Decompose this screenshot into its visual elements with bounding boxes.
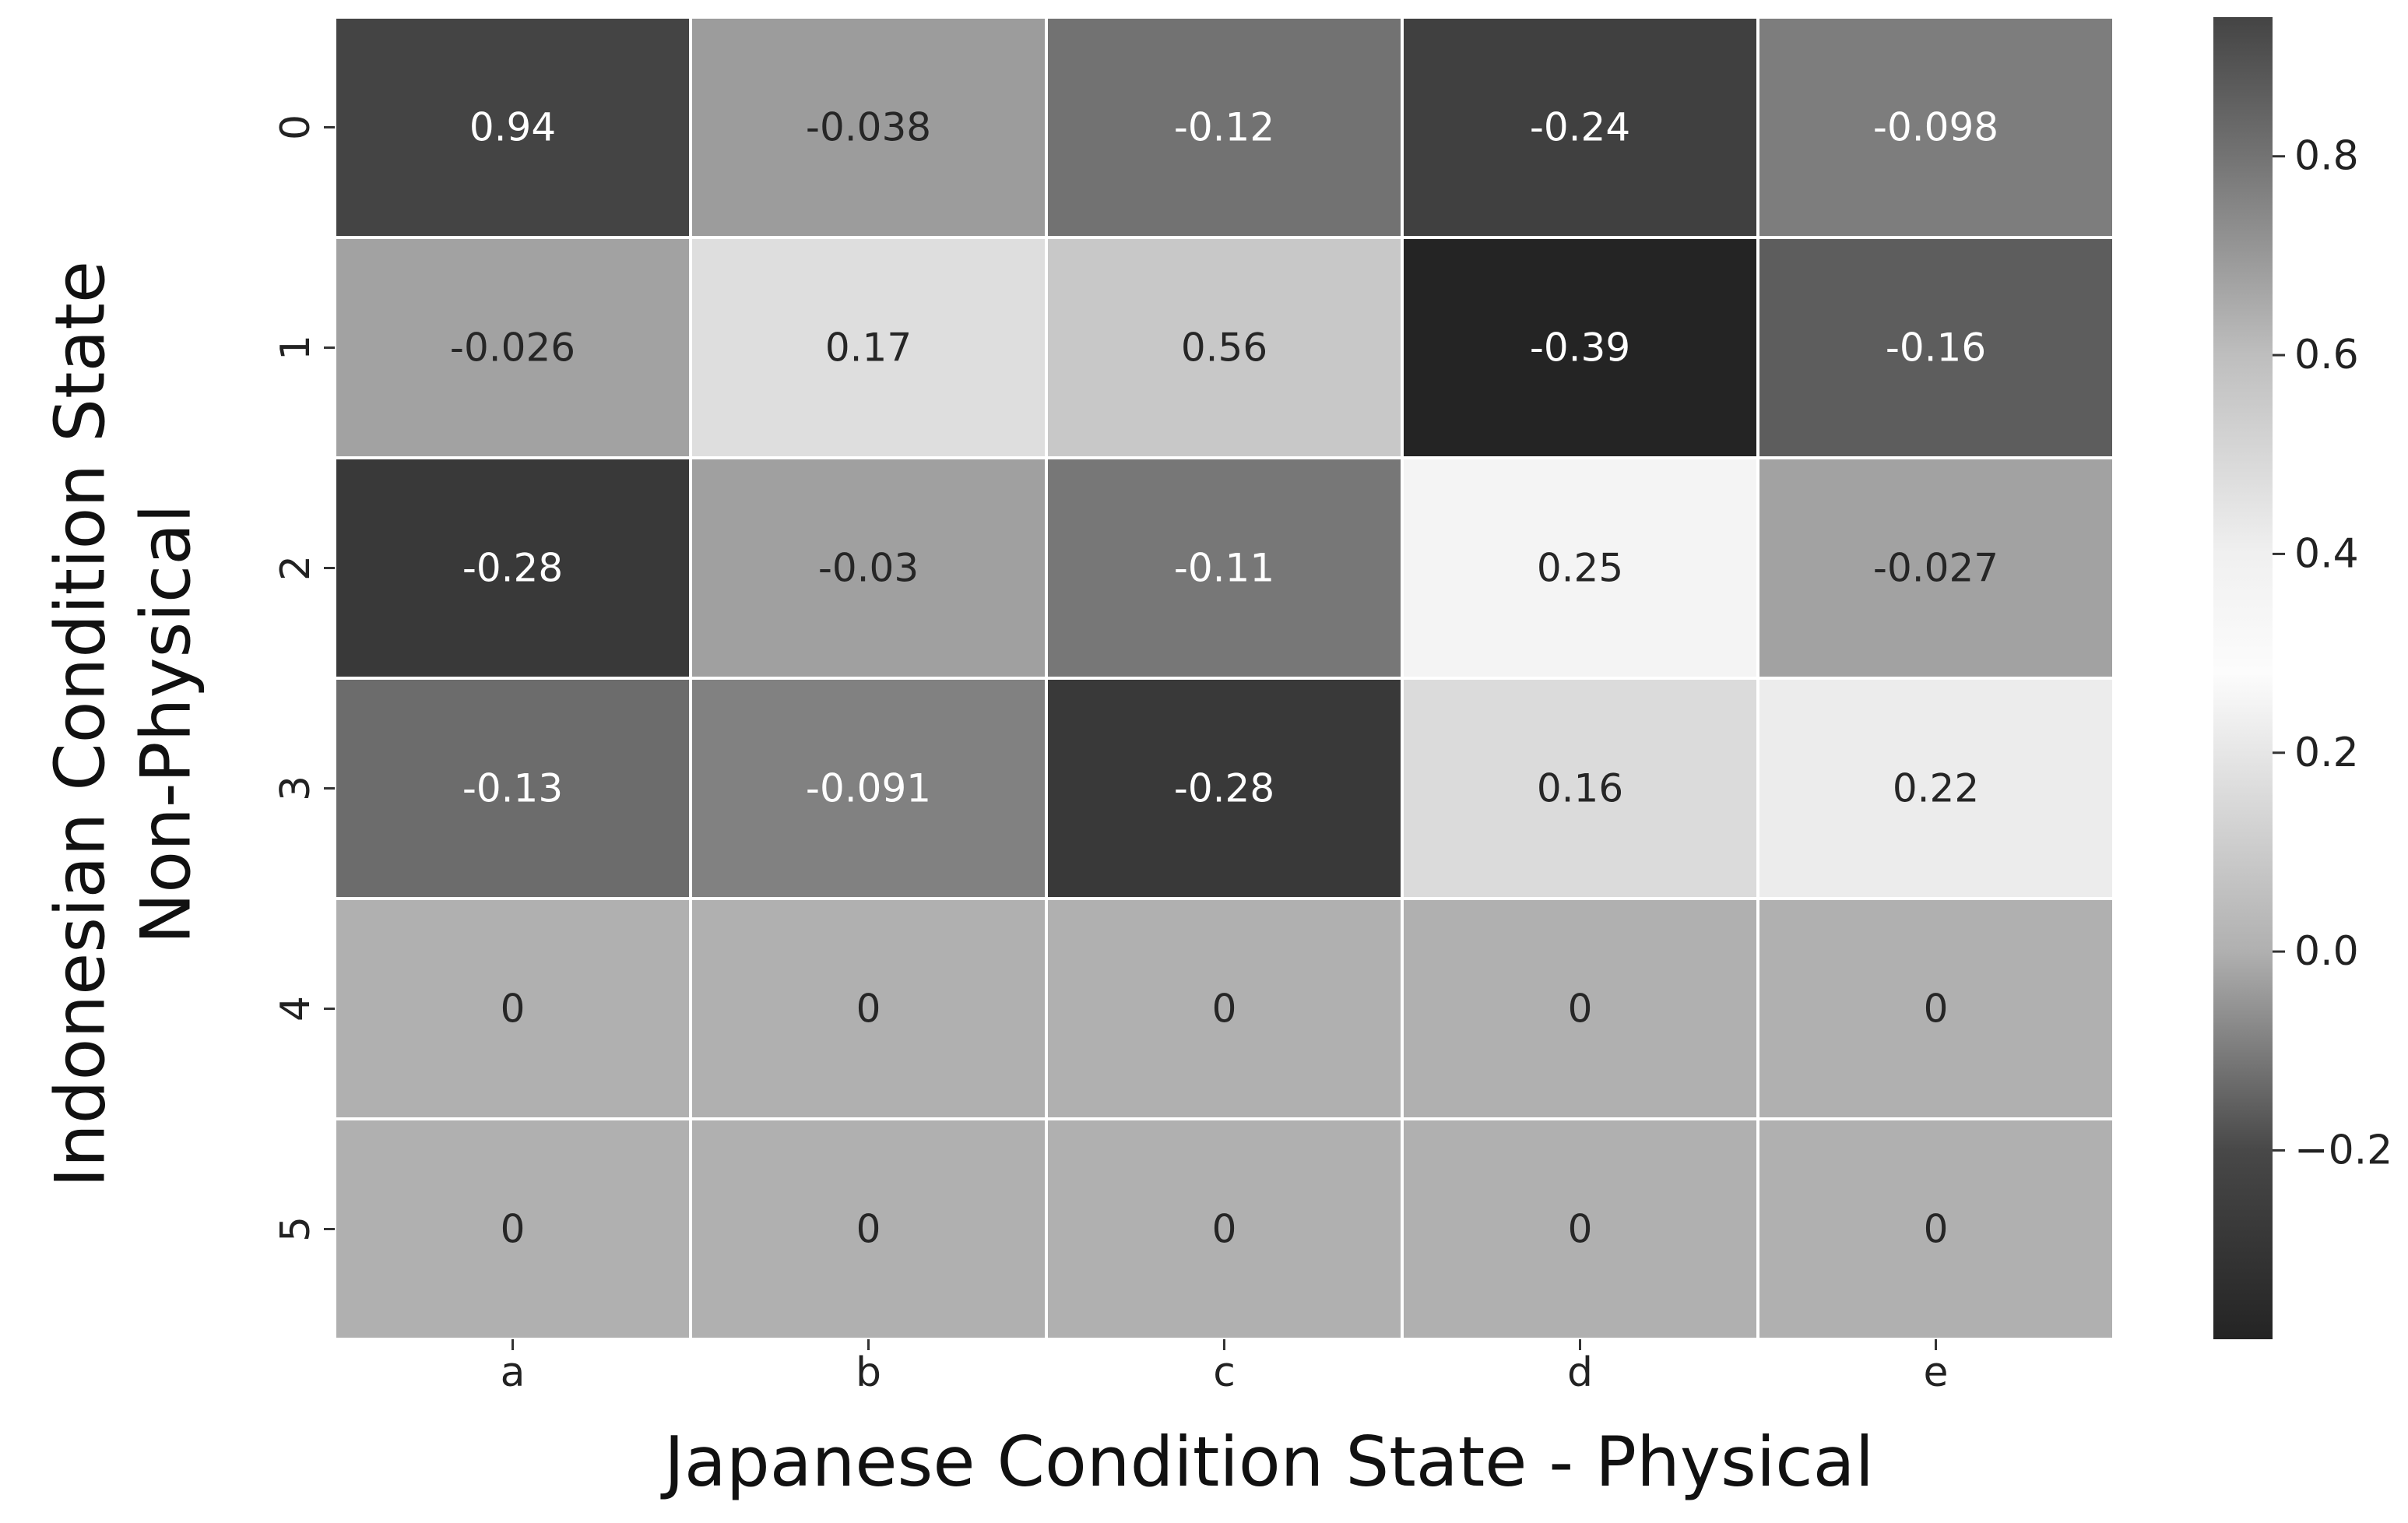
y-tick-label: 2 xyxy=(272,555,319,581)
x-tick-label: c xyxy=(1213,1349,1236,1396)
cell-value-label: 0 xyxy=(1924,987,1949,1032)
cell-value-label: 0.25 xyxy=(1537,546,1623,591)
cell-value-label: 0 xyxy=(1212,1207,1237,1252)
cell-value-label: -0.038 xyxy=(806,105,931,150)
cell-value-label: -0.13 xyxy=(462,766,563,811)
cell-value-label: -0.39 xyxy=(1530,325,1630,371)
cell-value-label: -0.24 xyxy=(1530,105,1630,150)
heatmap-cell xyxy=(1401,16,1759,239)
x-tick-label: d xyxy=(1567,1349,1593,1396)
y-tick-label: 3 xyxy=(272,776,319,801)
x-tick-label: b xyxy=(856,1349,881,1396)
cell-value-label: -0.098 xyxy=(1873,105,1998,150)
heatmap-cell xyxy=(1045,16,1404,239)
cell-value-label: 0 xyxy=(501,987,526,1032)
y-tick-label: 1 xyxy=(272,335,319,361)
heatmap-cell xyxy=(1045,677,1404,900)
heatmap-cell xyxy=(1401,677,1759,900)
y-axis-title-line-2: Non-Physical xyxy=(126,504,206,944)
x-axis-title: Japanese Condition State - Physical xyxy=(660,1422,1874,1502)
x-tick-labels: a b c d e xyxy=(501,1339,1949,1396)
heatmap-cell xyxy=(1756,456,2115,680)
y-tick-label: 4 xyxy=(272,996,319,1022)
cell-value-label: 0.94 xyxy=(469,105,556,150)
heatmap-cell xyxy=(1756,236,2115,459)
cell-value-label: 0.16 xyxy=(1537,766,1623,811)
cell-value-label: -0.091 xyxy=(806,766,931,811)
cell-value-label: -0.28 xyxy=(462,546,563,591)
cell-value-label: -0.027 xyxy=(1873,546,1998,591)
heatmap-cell xyxy=(333,16,692,239)
cell-value-label: 0.17 xyxy=(825,325,912,371)
heatmap-cell xyxy=(689,677,1048,900)
y-tick-label: 5 xyxy=(272,1216,319,1242)
heatmap-cell xyxy=(333,897,692,1120)
heatmap-cell xyxy=(689,16,1048,239)
colorbar-tick-label: −0.2 xyxy=(2294,1127,2392,1173)
heatmap-cell xyxy=(1756,677,2115,900)
colorbar-tick-label: 0.0 xyxy=(2294,928,2359,975)
colorbar-tick-label: 0.8 xyxy=(2294,133,2359,180)
y-axis-title-line-1: Indonesian Condition State xyxy=(40,261,121,1187)
cell-value-label: 0.22 xyxy=(1893,766,1979,811)
colorbar: 0.8 0.6 0.4 0.2 0.0 −0.2 xyxy=(2213,17,2392,1339)
cell-value-label: 0 xyxy=(1212,987,1237,1032)
cell-value-label: 0 xyxy=(1568,1207,1593,1252)
colorbar-tick-label: 0.4 xyxy=(2294,530,2359,577)
heatmap-cell xyxy=(1045,456,1404,680)
heatmap-cell xyxy=(689,456,1048,680)
heatmap-cell xyxy=(1756,16,2115,239)
heatmap-cell xyxy=(1401,456,1759,680)
cell-value-label: 0 xyxy=(501,1207,526,1252)
cell-value-label: -0.16 xyxy=(1886,325,1986,371)
heatmap-cell xyxy=(1401,1117,1759,1341)
cell-value-label: 0 xyxy=(856,1207,881,1252)
heatmap-cell xyxy=(1045,1117,1404,1341)
heatmap-cell xyxy=(689,897,1048,1120)
cell-value-label: -0.28 xyxy=(1174,766,1274,811)
colorbar-tick-label: 0.2 xyxy=(2294,730,2359,776)
x-tick-label: a xyxy=(501,1349,526,1396)
cell-value-label: 0 xyxy=(1568,987,1593,1032)
colorbar-tick-label: 0.6 xyxy=(2294,332,2359,378)
heatmap-cell xyxy=(1045,897,1404,1120)
heatmap-cells: 0.94 -0.038 -0.12 -0.24 -0.098 -0.026 0.17 0.56… xyxy=(333,16,2115,1341)
cell-value-label: 0 xyxy=(1924,1207,1949,1252)
cell-value-label: -0.11 xyxy=(1174,546,1274,591)
heatmap-cell xyxy=(1756,897,2115,1120)
cell-value-label: -0.03 xyxy=(818,546,919,591)
y-tick-label: 0 xyxy=(272,114,319,140)
heatmap-cell xyxy=(333,236,692,459)
cell-value-label: -0.12 xyxy=(1174,105,1274,150)
y-axis-title: Indonesian Condition State Non-Physical xyxy=(40,261,206,1187)
colorbar-gradient xyxy=(2213,17,2273,1339)
x-tick-label: e xyxy=(1924,1349,1949,1396)
heatmap-cell xyxy=(1045,236,1404,459)
cell-value-label: 0.56 xyxy=(1181,325,1267,371)
cell-value-label: -0.026 xyxy=(450,325,575,371)
cell-value-label: 0 xyxy=(856,987,881,1032)
heatmap-cell xyxy=(1756,1117,2115,1341)
heatmap-cell xyxy=(689,1117,1048,1341)
y-tick-labels: 0 1 2 3 4 5 xyxy=(272,114,335,1242)
